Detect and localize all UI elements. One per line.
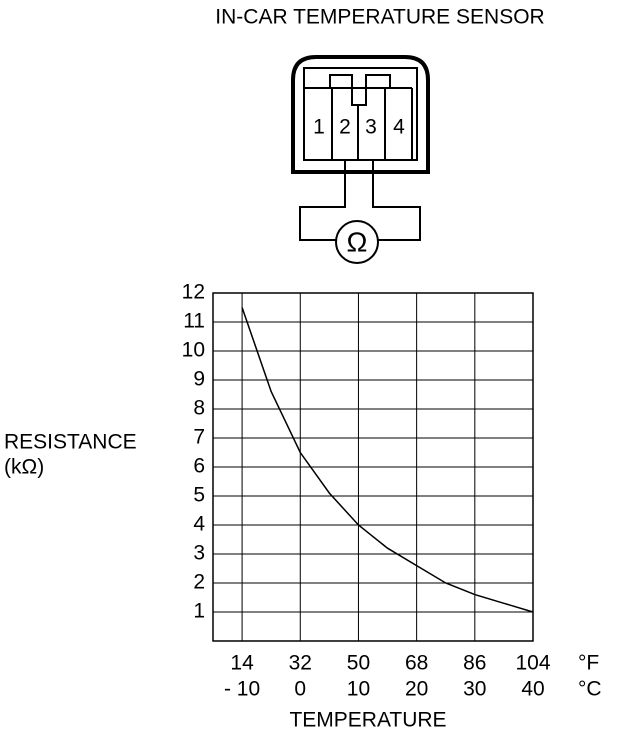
x-axis-label: TEMPERATURE (289, 709, 446, 732)
y-tick-label: 1 (193, 600, 205, 623)
x2-tick-label: 14 (230, 652, 254, 675)
x2-tick-label: 104 (515, 652, 550, 675)
pin-label: 2 (339, 116, 351, 139)
y-tick-label: 7 (193, 426, 205, 449)
ohm-symbol: Ω (347, 226, 368, 257)
y-tick-label: 12 (182, 281, 205, 304)
y-tick-label: 11 (183, 310, 205, 333)
pin-label: 3 (365, 116, 377, 139)
y-tick-label: 9 (193, 368, 205, 391)
pin-label: 4 (393, 116, 405, 139)
connector-face (303, 67, 418, 161)
wire (299, 160, 421, 241)
x2-tick-label: 32 (289, 652, 312, 675)
y-tick-label: 4 (193, 513, 205, 536)
y-axis-label: RESISTANCE (4, 431, 137, 454)
y-tick-label: 6 (193, 455, 205, 478)
x-tick-label: 20 (405, 678, 428, 701)
y-tick-label: 3 (193, 542, 205, 565)
x2-unit: °F (578, 652, 599, 675)
x-tick-label: 30 (463, 678, 486, 701)
x-tick-label: 40 (521, 678, 544, 701)
y-tick-label: 8 (193, 397, 205, 420)
y-tick-label: 2 (193, 571, 205, 594)
title: IN-CAR TEMPERATURE SENSOR (215, 6, 544, 29)
x-unit: °C (578, 678, 602, 701)
x2-tick-label: 50 (347, 652, 370, 675)
connector: 1 2 3 4 Ω (291, 55, 430, 264)
curve (241, 307, 534, 613)
y-axis-unit: (kΩ) (4, 456, 44, 479)
x-tick-label: 10 (347, 678, 370, 701)
connector-body (291, 55, 430, 174)
ohmmeter (335, 220, 379, 264)
y-tick-label: 5 (193, 484, 205, 507)
x2-tick-label: 68 (405, 652, 428, 675)
x2-tick-label: 86 (463, 652, 486, 675)
y-tick-label: 10 (182, 339, 205, 362)
pin-dividers (305, 87, 413, 160)
pin-label: 1 (313, 116, 325, 139)
x-tick-label: - 10 (224, 678, 260, 701)
x-tick-label: 0 (294, 678, 306, 701)
connector-key (329, 74, 391, 106)
